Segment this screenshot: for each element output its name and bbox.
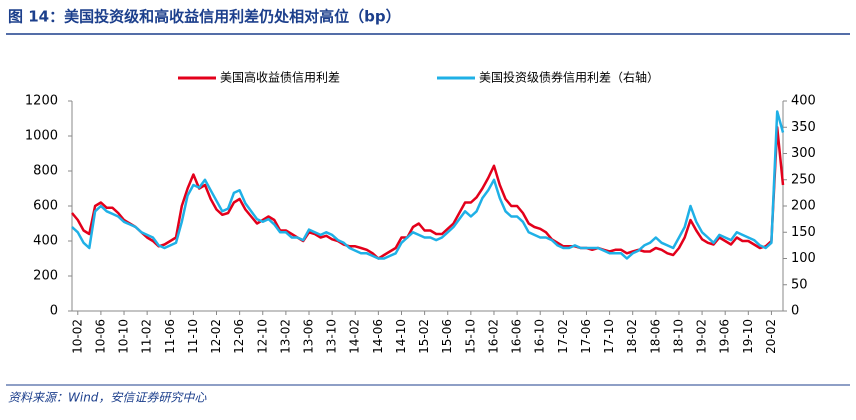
y-tick-label: 200 <box>33 269 58 284</box>
chart-title: 图 14：美国投资级和高收益信用利差仍处相对高位（bp） <box>8 8 401 26</box>
x-tick-label: 12-10 <box>255 319 269 354</box>
y-tick-label: 600 <box>33 199 58 214</box>
y2-tick-label: 250 <box>791 172 816 187</box>
x-tick-label: 10-02 <box>70 319 84 354</box>
x-tick-label: 16-06 <box>510 319 524 354</box>
y2-tick-label: 100 <box>791 251 816 266</box>
source: 资料来源：Wind，安信证券研究中心 <box>8 391 207 405</box>
x-tick-label: 18-10 <box>671 319 685 354</box>
x-tick-label: 19-10 <box>741 319 755 354</box>
x-tick-label: 11-10 <box>186 319 200 354</box>
x-tick-label: 11-02 <box>140 319 154 354</box>
x-tick-label: 20-02 <box>764 319 778 354</box>
x-tick-label: 12-06 <box>232 319 246 354</box>
x-tick-label: 19-06 <box>718 319 732 354</box>
x-tick-label: 10-10 <box>117 319 131 354</box>
x-tick-label: 13-10 <box>325 319 339 354</box>
y2-tick-label: 50 <box>791 277 808 292</box>
x-tick-label: 17-06 <box>579 319 593 354</box>
y2-tick-label: 350 <box>791 120 816 135</box>
x-tick-label: 13-06 <box>302 319 316 354</box>
y-tick-label: 1000 <box>25 129 58 144</box>
y2-tick-label: 0 <box>791 304 799 319</box>
y2-tick-label: 200 <box>791 199 816 214</box>
x-tick-label: 15-06 <box>440 319 454 354</box>
x-tick-label: 12-02 <box>209 319 223 354</box>
y-tick-label: 800 <box>33 164 58 179</box>
y2-tick-label: 150 <box>791 225 816 240</box>
x-tick-label: 19-02 <box>695 319 709 354</box>
y-tick-label: 400 <box>33 234 58 249</box>
legend-label: 美国投资级债券信用利差（右轴） <box>479 70 659 85</box>
series-line <box>71 126 785 260</box>
x-tick-label: 14-06 <box>371 319 385 354</box>
x-tick-label: 16-10 <box>533 319 547 354</box>
x-tick-label: 17-02 <box>556 319 570 354</box>
y2-tick-label: 300 <box>791 146 816 161</box>
x-tick-label: 17-10 <box>602 319 616 354</box>
y-tick-label: 1200 <box>25 94 58 109</box>
x-tick-label: 16-02 <box>486 319 500 354</box>
x-tick-label: 15-10 <box>463 319 477 354</box>
x-tick-label: 14-02 <box>348 319 362 354</box>
x-tick-label: 15-02 <box>417 319 431 354</box>
x-tick-label: 10-06 <box>93 319 107 354</box>
x-tick-label: 11-06 <box>163 319 177 354</box>
legend-label: 美国高收益债信用利差 <box>220 70 340 85</box>
series-line <box>71 110 785 260</box>
x-tick-label: 18-02 <box>625 319 639 354</box>
x-tick-label: 14-10 <box>394 319 408 354</box>
y2-tick-label: 400 <box>791 94 816 109</box>
x-tick-label: 18-06 <box>648 319 662 354</box>
x-tick-label: 13-02 <box>278 319 292 354</box>
y-tick-label: 0 <box>50 304 58 319</box>
